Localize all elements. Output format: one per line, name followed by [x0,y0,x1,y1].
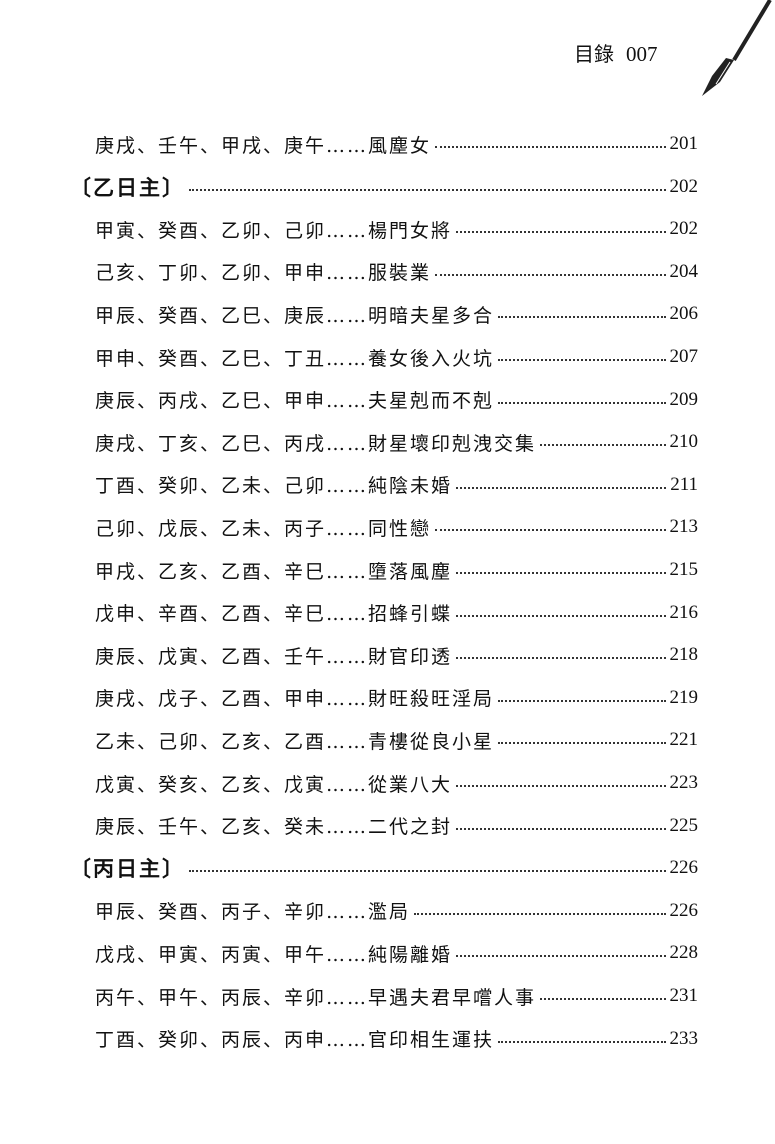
dot-leader [456,486,667,489]
toc-entry[interactable]: 丙午、甲午、丙辰、辛卯……早遇夫君早嚐人事 231 [95,980,698,1012]
toc-entry[interactable]: 庚辰、丙戌、乙巳、甲申……夫星剋而不剋 209 [95,384,698,416]
toc-entry-title: 庚辰、丙戌、乙巳、甲申……夫星剋而不剋 [95,390,495,413]
dot-leader [189,870,666,873]
toc-page-number: 221 [669,729,699,751]
toc-entry-title: 甲辰、癸酉、乙巳、庚辰……明暗夫星多合 [95,304,495,327]
toc-page-number: 211 [670,473,698,495]
header-title: 目錄 [574,42,614,66]
dot-leader [498,742,666,745]
dot-leader [498,401,666,404]
toc-page-number: 226 [669,857,699,879]
page-header: 目錄 007 [574,38,658,67]
toc-entry-title: 己亥、丁卯、乙卯、甲申……服裝業 [95,262,432,285]
header-page-number: 007 [626,42,658,66]
dot-leader [498,1040,666,1043]
toc-page-number: 225 [669,814,699,836]
toc-page-number: 228 [669,942,699,964]
toc-entry-title: 乙未、己卯、乙亥、乙酉……青樓從良小星 [95,730,495,753]
toc-entry-title: 戊戌、甲寅、丙寅、甲午……純陽離婚 [95,943,453,966]
toc-entry[interactable]: 己卯、戊辰、乙未、丙子……同性戀 213 [95,511,698,543]
toc-entry[interactable]: 庚戌、壬午、甲戌、庚午……風塵女 201 [95,128,698,160]
toc-page-number: 209 [669,388,699,410]
dot-leader [456,231,666,234]
dot-leader [498,359,666,361]
toc-entry[interactable]: 庚辰、壬午、乙亥、癸未……二代之封 225 [95,810,698,842]
toc-entry-title: 己卯、戊辰、乙未、丙子……同性戀 [95,517,432,540]
toc-entry[interactable]: 甲戌、乙亥、乙酉、辛巳……墮落風塵 215 [95,554,698,586]
dot-leader [540,998,666,1000]
dot-leader [456,572,666,574]
toc-page-number: 215 [669,559,699,580]
toc-entry-title: 庚戌、壬午、甲戌、庚午……風塵女 [95,134,432,157]
toc-page-number: 204 [669,260,699,282]
toc-page-number: 202 [669,218,699,240]
dot-leader [189,188,666,191]
dot-leader [456,657,666,660]
toc-page-number: 202 [669,175,699,197]
toc-entry-title: 庚戌、丁亥、乙巳、丙戌……財星壞印剋洩交集 [95,432,537,455]
toc-page-number: 216 [669,601,699,623]
toc-entry[interactable]: 庚戌、戊子、乙酉、甲申……財旺殺旺淫局 219 [95,682,698,714]
dot-leader [540,444,666,447]
toc-entry-title: 甲申、癸酉、乙巳、丁丑……養女後入火坑 [95,347,495,370]
toc-entry-title: 戊申、辛酉、乙酉、辛巳……招蜂引蝶 [95,603,453,626]
toc-entry[interactable]: 戊申、辛酉、乙酉、辛巳……招蜂引蝶 216 [95,597,698,629]
toc-entry[interactable]: 戊戌、甲寅、丙寅、甲午……純陽離婚 228 [95,937,698,969]
dot-leader [498,699,666,702]
toc-page-number: 207 [669,346,699,367]
toc-entry-title: 甲辰、癸酉、丙子、辛卯……濫局 [95,901,411,924]
toc-entry-title: 丁酉、癸卯、丙辰、丙申……官印相生運扶 [95,1029,495,1052]
toc-entry-title: 庚辰、戊寅、乙酉、壬午……財官印透 [95,645,453,668]
toc-entry[interactable]: 甲辰、癸酉、乙巳、庚辰……明暗夫星多合 206 [95,298,698,330]
dot-leader [435,529,666,532]
dot-leader [456,785,666,787]
toc-page-number: 213 [669,516,699,538]
toc-entry-title: 丙午、甲午、丙辰、辛卯……早遇夫君早嚐人事 [95,986,537,1009]
toc-page-number: 226 [669,899,699,921]
toc-entry[interactable]: 丁酉、癸卯、乙未、己卯……純陰未婚 211 [95,469,698,501]
toc-page-number: 219 [669,686,699,708]
toc-entry[interactable]: 戊寅、癸亥、乙亥、戊寅……從業八大 223 [95,767,698,799]
dot-leader [498,316,666,319]
toc-section[interactable]: 〔丙日主〕 226 [70,852,698,884]
toc-entry-title: 庚戌、戊子、乙酉、甲申……財旺殺旺淫局 [95,688,495,711]
toc-entry-title: 〔丙日主〕 [70,857,185,882]
toc-entry[interactable]: 甲申、癸酉、乙巳、丁丑……養女後入火坑 207 [95,341,698,373]
toc-page-number: 231 [669,985,699,1006]
dot-leader [435,273,666,276]
dot-leader [414,912,666,915]
toc-entry-title: 戊寅、癸亥、乙亥、戊寅……從業八大 [95,773,453,796]
toc-page-number: 201 [669,133,699,154]
toc-page-number: 218 [669,644,699,666]
toc-entry-title: 庚辰、壬午、乙亥、癸未……二代之封 [95,816,453,839]
dot-leader [435,146,666,148]
toc-page-number: 223 [669,772,699,793]
dot-leader [456,614,666,617]
toc-entry-title: 甲戌、乙亥、乙酉、辛巳……墮落風塵 [95,560,453,583]
toc-entry-title: 丁酉、癸卯、乙未、己卯……純陰未婚 [95,475,453,498]
toc-entry-title: 甲寅、癸酉、乙卯、己卯……楊門女將 [95,219,453,242]
toc-entry[interactable]: 丁酉、癸卯、丙辰、丙申……官印相生運扶 233 [95,1023,698,1055]
toc-entry[interactable]: 甲寅、癸酉、乙卯、己卯……楊門女將 202 [95,213,698,245]
toc-entry-title: 〔乙日主〕 [70,175,185,200]
toc-page-number: 206 [669,303,699,325]
toc-page-number: 233 [669,1027,699,1049]
toc-page-number: 210 [669,431,699,453]
brush-icon [702,0,772,96]
toc-entry[interactable]: 乙未、己卯、乙亥、乙酉……青樓從良小星 221 [95,724,698,756]
toc-section[interactable]: 〔乙日主〕 202 [70,171,698,203]
toc-entry[interactable]: 庚辰、戊寅、乙酉、壬午……財官印透 218 [95,639,698,671]
toc-entry[interactable]: 己亥、丁卯、乙卯、甲申……服裝業 204 [95,256,698,288]
toc-entry[interactable]: 甲辰、癸酉、丙子、辛卯……濫局 226 [95,895,698,927]
dot-leader [456,955,666,958]
toc-entry[interactable]: 庚戌、丁亥、乙巳、丙戌……財星壞印剋洩交集 210 [95,426,698,458]
dot-leader [456,827,666,830]
